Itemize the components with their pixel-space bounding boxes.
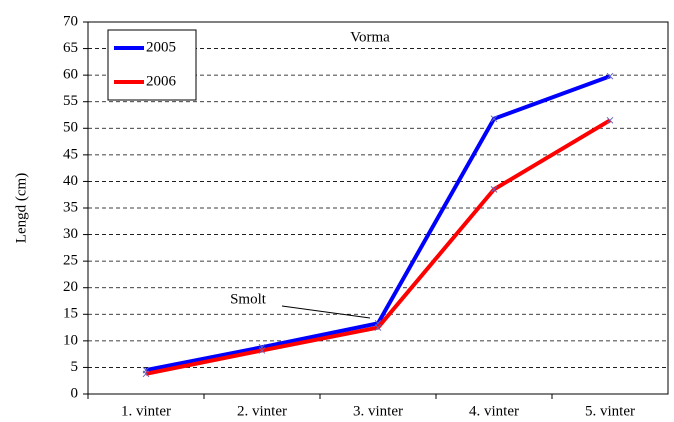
annotation: Smolt — [230, 291, 267, 307]
x-tick-label: 1. vinter — [121, 403, 171, 419]
y-tick-label: 10 — [63, 332, 78, 348]
point-marker — [606, 116, 614, 124]
y-tick-label: 40 — [63, 173, 78, 189]
point-marker — [490, 186, 498, 193]
y-tick-label: 15 — [63, 306, 78, 322]
legend-label: 2005 — [146, 39, 176, 55]
y-tick-label: 35 — [63, 199, 78, 215]
annotation-leader — [281, 305, 371, 319]
series-line — [145, 118, 612, 376]
point-marker — [142, 370, 150, 378]
y-tick-label: 70 — [63, 13, 78, 29]
plot-frame — [87, 21, 669, 395]
legend-box — [107, 29, 197, 101]
y-tick-label: 5 — [71, 359, 79, 375]
point-marker — [258, 347, 266, 354]
y-tick-label: 50 — [63, 120, 78, 136]
y-tick-label: 0 — [71, 385, 79, 401]
y-tick-label: 25 — [63, 253, 78, 269]
y-axis-label: Lengd (cm) — [13, 173, 29, 243]
legend-label: 2006 — [146, 73, 177, 89]
y-tick-label: 55 — [63, 93, 78, 109]
y-tick-label: 65 — [63, 40, 78, 56]
y-tick-label: 30 — [63, 226, 78, 242]
point-marker — [606, 72, 614, 80]
y-tick-label: 20 — [63, 279, 78, 295]
chart-title: Vorma — [350, 29, 390, 45]
point-marker — [374, 324, 382, 331]
y-tick-label: 60 — [63, 67, 78, 83]
x-tick-label: 3. vinter — [353, 403, 403, 419]
x-tick-label: 4. vinter — [469, 403, 519, 419]
point-marker — [490, 115, 498, 123]
x-tick-label: 2. vinter — [237, 403, 287, 419]
y-tick-label: 45 — [63, 146, 78, 162]
x-tick-label: 5. vinter — [585, 403, 635, 419]
